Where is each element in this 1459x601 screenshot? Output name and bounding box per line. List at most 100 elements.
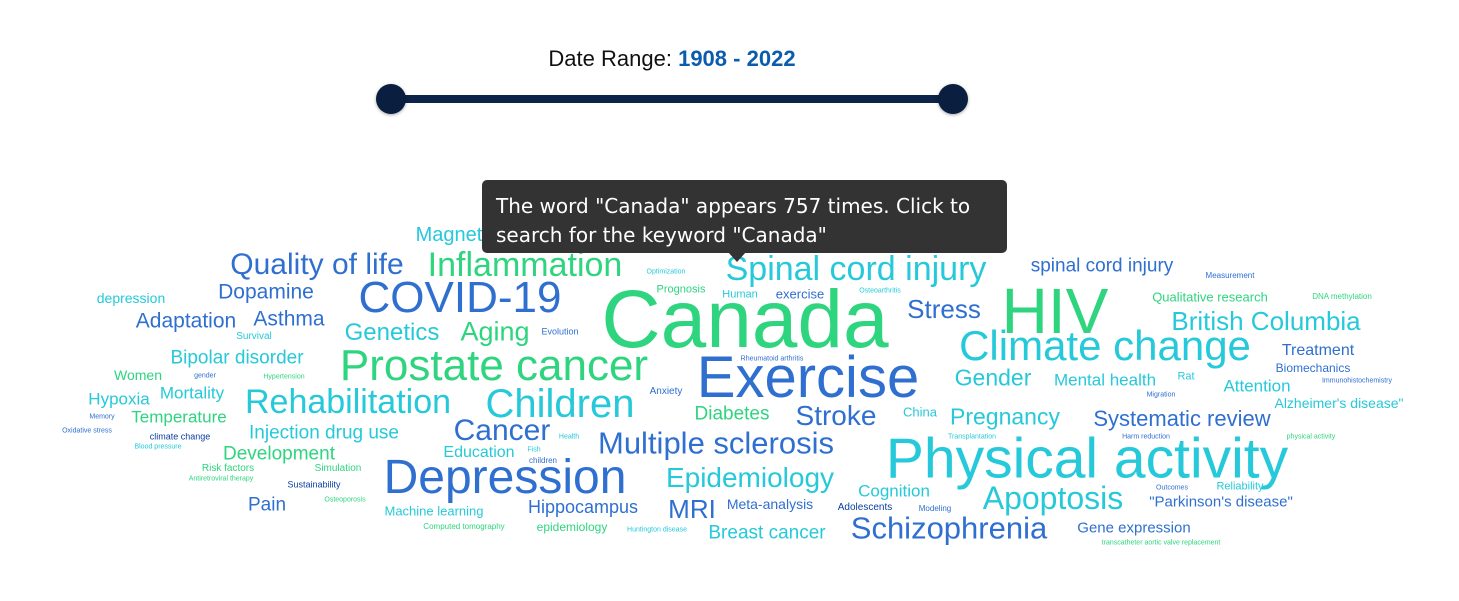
word-canada[interactable]: Canada <box>601 274 889 365</box>
word-diabetes[interactable]: Diabetes <box>694 403 770 425</box>
word-reliability[interactable]: Reliability <box>1216 480 1264 493</box>
word-hypoxia[interactable]: Hypoxia <box>88 389 150 409</box>
word-outcomes[interactable]: Outcomes <box>1156 484 1188 492</box>
word-migration[interactable]: Migration <box>1146 391 1176 399</box>
word-oxidative-stress[interactable]: Oxidative stress <box>62 427 112 435</box>
word-multiple-sclerosis[interactable]: Multiple sclerosis <box>597 425 835 461</box>
word-computed-tomography[interactable]: Computed tomography <box>423 522 505 531</box>
word-mri[interactable]: MRI <box>668 494 716 524</box>
word-gender-lower[interactable]: gender <box>194 372 216 380</box>
word-gene-expression[interactable]: Gene expression <box>1077 519 1191 537</box>
word-stroke[interactable]: Stroke <box>795 400 877 431</box>
word-spinal-cord-injury-lower[interactable]: spinal cord injury <box>1030 255 1174 277</box>
word-alzheimers-disease[interactable]: Alzheimer's disease" <box>1274 395 1404 411</box>
word-systematic-review[interactable]: Systematic review <box>1093 406 1271 431</box>
word-meta-analysis[interactable]: Meta-analysis <box>726 496 814 512</box>
word-quality-of-life[interactable]: Quality of life <box>230 248 404 281</box>
word-memory[interactable]: Memory <box>89 413 115 421</box>
word-mortality[interactable]: Mortality <box>159 383 225 403</box>
word-transplantation[interactable]: Transplantation <box>948 433 996 441</box>
word-apoptosis[interactable]: Apoptosis <box>982 480 1124 516</box>
word-anxiety[interactable]: Anxiety <box>649 386 683 397</box>
word-harm-reduction[interactable]: Harm reduction <box>1122 433 1170 441</box>
word-physical-activity[interactable]: Physical activity <box>885 426 1289 491</box>
word-exercise[interactable]: Exercise <box>696 345 920 410</box>
word-dopamine[interactable]: Dopamine <box>218 280 314 304</box>
word-blood-pressure[interactable]: Blood pressure <box>134 443 182 451</box>
word-women[interactable]: Women <box>114 367 162 383</box>
word-osteoarthritis[interactable]: Osteoarthritis <box>859 287 901 295</box>
word-simulation[interactable]: Simulation <box>314 463 362 474</box>
word-depression-lower[interactable]: depression <box>96 290 166 306</box>
word-pregnancy[interactable]: Pregnancy <box>950 403 1060 430</box>
word-evolution[interactable]: Evolution <box>541 326 579 337</box>
date-range-slider-track[interactable] <box>390 95 954 103</box>
word-biomechanics[interactable]: Biomechanics <box>1275 361 1351 375</box>
word-risk-factors[interactable]: Risk factors <box>201 463 255 474</box>
word-qualitative-research[interactable]: Qualitative research <box>1152 289 1268 305</box>
word-modeling[interactable]: Modeling <box>918 504 952 513</box>
word-physical-activity-lower[interactable]: physical activity <box>1286 433 1336 441</box>
word-genetics[interactable]: Genetics <box>344 319 440 346</box>
word-parkinsons-disease[interactable]: "Parkinson's disease" <box>1149 493 1293 511</box>
word-hippocampus[interactable]: Hippocampus <box>527 497 639 517</box>
word-immunohistochemistry[interactable]: Immunohistochemistry <box>1321 377 1393 385</box>
word-rehabilitation[interactable]: Rehabilitation <box>244 383 452 421</box>
word-adolescents[interactable]: Adolescents <box>837 502 893 513</box>
word-attention[interactable]: Attention <box>1223 376 1291 396</box>
word-development[interactable]: Development <box>223 443 335 465</box>
word-prostate-cancer[interactable]: Prostate cancer <box>339 341 649 390</box>
word-measurement[interactable]: Measurement <box>1205 271 1255 280</box>
word-children[interactable]: Children <box>485 382 635 426</box>
word-sustainability[interactable]: Sustainability <box>287 479 341 490</box>
word-mental-health[interactable]: Mental health <box>1053 370 1157 390</box>
word-fish[interactable]: Fish <box>527 446 541 454</box>
word-aging[interactable]: Aging <box>460 316 530 347</box>
word-machine-learning[interactable]: Machine learning <box>384 503 484 519</box>
word-asthma[interactable]: Asthma <box>253 307 325 331</box>
word-inflammation[interactable]: Inflammation <box>427 246 623 284</box>
word-epidemiology[interactable]: Epidemiology <box>665 462 835 493</box>
word-bipolar-disorder[interactable]: Bipolar disorder <box>170 347 304 369</box>
word-breast-cancer[interactable]: Breast cancer <box>708 522 826 544</box>
word-health[interactable]: Health <box>558 433 580 441</box>
word-injection-drug-use[interactable]: Injection drug use <box>249 422 399 444</box>
word-osteoporosis[interactable]: Osteoporosis <box>324 496 366 504</box>
word-children-lower[interactable]: children <box>528 456 558 465</box>
word-education[interactable]: Education <box>443 444 515 461</box>
word-optimization[interactable]: Optimization <box>646 268 686 276</box>
word-schizophrenia[interactable]: Schizophrenia <box>850 510 1048 546</box>
word-dna-methylation[interactable]: DNA methylation <box>1312 292 1372 301</box>
word-epidemiology-lower[interactable]: epidemiology <box>536 520 608 534</box>
word-stress[interactable]: Stress <box>907 294 981 324</box>
word-hiv[interactable]: HIV <box>1001 275 1109 347</box>
word-cancer[interactable]: Cancer <box>453 414 551 447</box>
word-spinal-cord-injury[interactable]: Spinal cord injury <box>725 250 987 288</box>
date-range-end-handle[interactable] <box>938 84 968 114</box>
word-depression[interactable]: Depression <box>383 451 627 504</box>
word-adaptation[interactable]: Adaptation <box>135 309 237 333</box>
word-antiretroviral-therapy[interactable]: Antiretroviral therapy <box>188 475 254 483</box>
word-hypertension[interactable]: Hypertension <box>263 373 305 381</box>
word-prognosis[interactable]: Prognosis <box>656 283 706 296</box>
word-china[interactable]: China <box>903 404 937 420</box>
word-pain[interactable]: Pain <box>247 494 287 516</box>
word-british-columbia[interactable]: British Columbia <box>1171 306 1361 336</box>
word-exercise-lower[interactable]: exercise <box>775 286 825 302</box>
word-covid-19[interactable]: COVID-19 <box>358 273 562 322</box>
word-huntington-disease[interactable]: Huntington disease <box>627 526 687 534</box>
word-rheumatoid-arthritis[interactable]: Rheumatoid arthritis <box>740 355 804 363</box>
word-treatment[interactable]: Treatment <box>1281 342 1355 359</box>
word-transcatheter-aortic-valve-replacement[interactable]: transcatheter aortic valve replacement <box>1101 539 1221 547</box>
word-rat[interactable]: Rat <box>1177 370 1195 383</box>
word-temperature[interactable]: Temperature <box>131 407 227 427</box>
word-magnet[interactable]: Magnet <box>415 224 483 246</box>
word-cognition[interactable]: Cognition <box>858 481 930 501</box>
word-climate-change[interactable]: Climate change <box>959 322 1251 369</box>
word-survival[interactable]: Survival <box>236 331 272 342</box>
word-gender[interactable]: Gender <box>954 364 1032 391</box>
word-climate-change-lower[interactable]: climate change <box>149 431 211 442</box>
word-human[interactable]: Human <box>722 288 758 301</box>
date-range-start-handle[interactable] <box>376 84 406 114</box>
